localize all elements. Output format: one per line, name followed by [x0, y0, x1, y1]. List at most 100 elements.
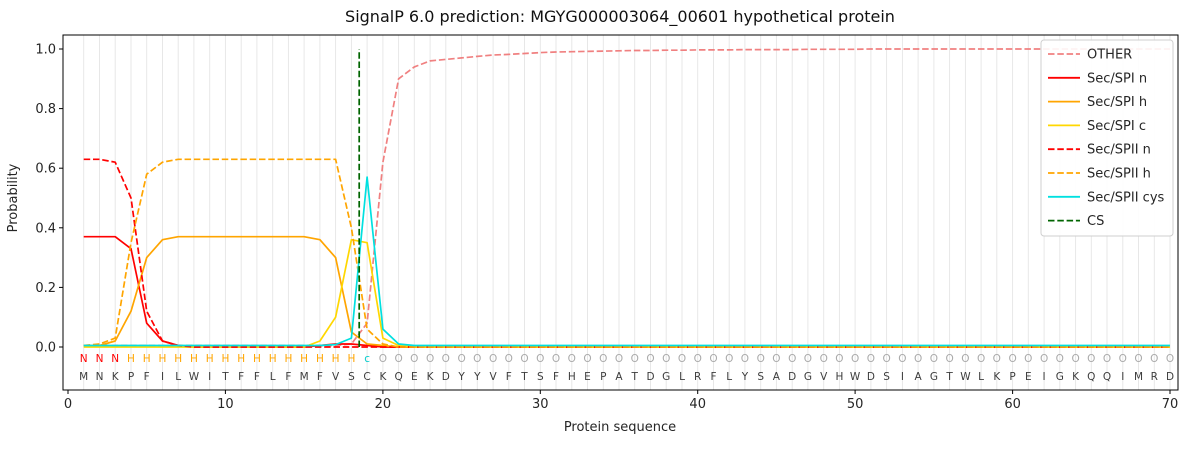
sequence-residue: V [332, 371, 340, 383]
region-label: H [269, 353, 277, 365]
region-label: N [111, 353, 119, 365]
sequence-residue: D [1166, 371, 1174, 383]
region-label: H [206, 353, 214, 365]
sequence-residue: G [662, 371, 670, 383]
sequence-residue: F [317, 371, 323, 383]
legend-label-sec-spi-n: Sec/SPI n [1087, 71, 1147, 86]
sequence-residue: I [208, 371, 211, 383]
sequence-residue: K [112, 371, 120, 383]
sequence-residue: R [1151, 371, 1158, 383]
sequence-residue: L [679, 371, 685, 383]
sequence-residue: Y [473, 371, 481, 383]
sequence-residue: Q [1087, 371, 1095, 383]
sequence-residue: D [867, 371, 875, 383]
region-label: O [662, 353, 670, 365]
region-label: O [725, 353, 733, 365]
region-label: O [678, 353, 686, 365]
x-tick-label: 20 [375, 397, 392, 412]
sequence-residue: E [1025, 371, 1032, 383]
sequence-residue: A [915, 371, 923, 383]
sequence-residue: C [363, 371, 370, 383]
x-axis-label: Protein sequence [564, 420, 676, 435]
region-label: O [489, 353, 497, 365]
region-label: O [552, 353, 560, 365]
series-sec-spi-n [83, 235, 1170, 348]
region-label: O [914, 353, 922, 365]
region-label: O [772, 353, 780, 365]
sequence-residue: V [820, 371, 828, 383]
sequence-residue: Y [457, 371, 465, 383]
x-tick-label: 50 [847, 397, 864, 412]
sequence-residue: L [978, 371, 984, 383]
region-label: O [1056, 353, 1064, 365]
region-label: H [127, 353, 135, 365]
sequence-residue: K [993, 371, 1001, 383]
sequence-residue: F [506, 371, 512, 383]
region-label: H [284, 353, 292, 365]
sequence-residue: S [883, 371, 890, 383]
region-label: O [1024, 353, 1032, 365]
region-label: O [615, 353, 623, 365]
sequence-residue: I [1121, 371, 1124, 383]
region-label: O [473, 353, 481, 365]
sequence-residue: F [144, 371, 150, 383]
series-sec-spii-cys [83, 176, 1170, 347]
region-label: O [379, 353, 387, 365]
region-label: O [646, 353, 654, 365]
sequence-residue: A [615, 371, 623, 383]
region-label: c [364, 353, 370, 365]
region-label: O [709, 353, 717, 365]
x-tick-label: 40 [689, 397, 706, 412]
x-tick-label: 10 [217, 397, 234, 412]
region-label: O [1150, 353, 1158, 365]
region-label: O [694, 353, 702, 365]
region-label: O [930, 353, 938, 365]
sequence-residue: H [835, 371, 843, 383]
region-label: O [631, 353, 639, 365]
legend-label-sec-spii-n: Sec/SPII n [1087, 143, 1151, 158]
region-label: O [505, 353, 513, 365]
sequence-residue: T [630, 371, 638, 383]
region-label: O [1166, 353, 1174, 365]
series-sec-spii-n [83, 158, 1170, 348]
sequence-residue: V [490, 371, 498, 383]
y-tick-label: 1.0 [35, 43, 56, 58]
x-tick-label: 60 [1004, 397, 1021, 412]
region-label: O [1103, 353, 1111, 365]
sequence-residue: F [285, 371, 291, 383]
region-label: O [568, 353, 576, 365]
sequence-residue: M [1134, 371, 1143, 383]
legend-label-cs: CS [1087, 214, 1104, 229]
region-label: O [1071, 353, 1079, 365]
region-label: H [332, 353, 340, 365]
region-label: O [1040, 353, 1048, 365]
region-label: O [757, 353, 765, 365]
sequence-residue: F [553, 371, 559, 383]
region-label: H [159, 353, 167, 365]
sequence-residue: I [901, 371, 904, 383]
region-label: O [945, 353, 953, 365]
sequence-residue: P [1009, 371, 1015, 383]
region-label: H [237, 353, 245, 365]
region-label: O [804, 353, 812, 365]
sequence-residue: L [175, 371, 181, 383]
region-label: O [426, 353, 434, 365]
series-sec-spi-h [83, 235, 1170, 348]
region-label: O [820, 353, 828, 365]
sequence-residue: S [348, 371, 355, 383]
sequence-residue: I [161, 371, 164, 383]
sequence-residue: K [1072, 371, 1080, 383]
region-label: O [835, 353, 843, 365]
sequence-residue: W [960, 371, 971, 383]
region-label: O [961, 353, 969, 365]
sequence-residue: E [584, 371, 591, 383]
sequence-residue: G [804, 371, 812, 383]
region-label: H [316, 353, 324, 365]
region-label: O [599, 353, 607, 365]
sequence-residue: P [128, 371, 134, 383]
region-label: H [300, 353, 308, 365]
y-tick-label: 0.2 [35, 281, 56, 296]
region-label: O [520, 353, 528, 365]
sequence-residue: S [757, 371, 764, 383]
